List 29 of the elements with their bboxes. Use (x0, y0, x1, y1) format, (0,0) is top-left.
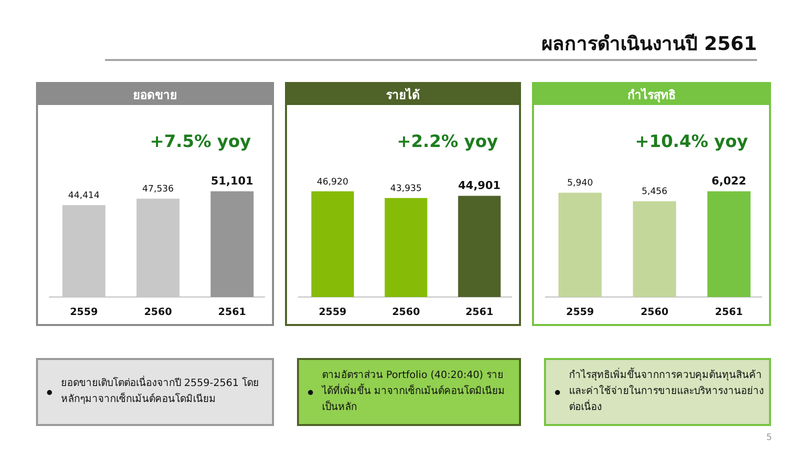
data-label: 44,414 (68, 191, 100, 202)
data-label: 51,101 (210, 174, 254, 188)
text: ยอดขายเติบโตต่อเนื่องจากปี 2559-2561 โดยหลักๆมาจากเซ็กเม้นต์คอนโดมิเนียม (61, 376, 260, 407)
x-tick-label: 2560 (640, 307, 668, 318)
x-tick-label: 2559 (318, 307, 347, 318)
x-tick-label: 2560 (144, 307, 172, 318)
data-label: 43,935 (390, 184, 422, 194)
data-label: 6,022 (712, 174, 746, 188)
x-tick-label: 2559 (566, 307, 594, 318)
chart-title: ยอดขาย (133, 88, 177, 102)
text: ตามอัตราส่วน Portfolio (40:20:40) รายได้ที่เพิ่มขึ้น มาจากเซ็กเม้นต์คอนโดมิเนียมเป็นหลัก (322, 369, 506, 415)
data-label: 44,901 (458, 178, 501, 192)
x-tick-label: 2560 (392, 307, 420, 318)
x-tick-label: 2561 (218, 307, 246, 318)
text: +2.2% yoy (396, 132, 498, 152)
chart-title: รายได้ (386, 87, 420, 102)
x-tick-label: 2559 (70, 307, 98, 318)
data-label: 46,920 (316, 177, 349, 188)
text: กำไรสุทธิเพิ่มขึ้นจากการควบคุมต้นทุนสินค้าและค่าใช้จ่ายในการขายและบริหารงานอย่างต่อเนื่อง (569, 368, 765, 415)
data-label: 47,536 (142, 184, 174, 195)
data-label: 5,456 (642, 187, 668, 198)
data-label: 5,940 (567, 178, 594, 189)
text: 5 (766, 433, 772, 443)
text: +7.5% yoy (150, 132, 251, 152)
text: ผลการดำเนินงานปี 2561 (542, 33, 757, 55)
x-tick-label: 2561 (465, 307, 494, 318)
text: +10.4% yoy (635, 132, 748, 152)
chart-title: กำไรสุทธิ (628, 87, 676, 103)
x-tick-label: 2561 (715, 307, 743, 318)
